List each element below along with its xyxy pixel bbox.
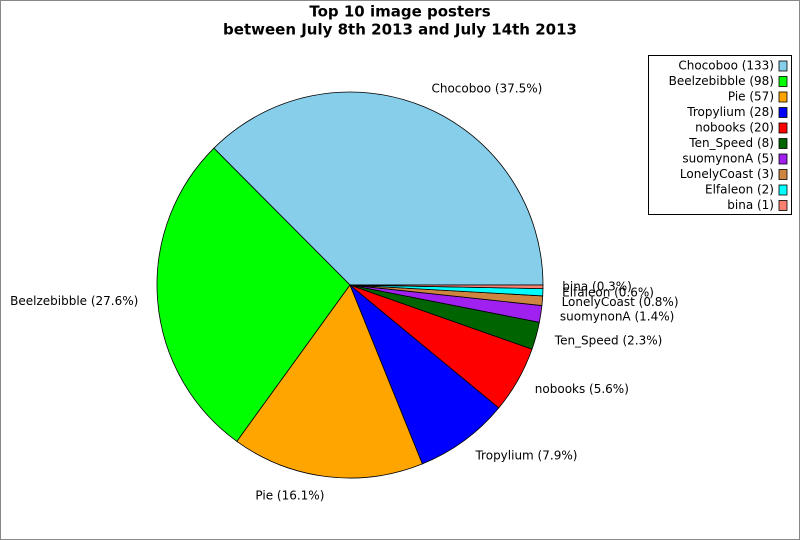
slice-label: Chocoboo (37.5%) [431,81,542,95]
legend-label: Chocoboo (133) [678,59,774,73]
legend-label: LonelyCoast (3) [680,167,774,181]
pie-slice [349,284,544,290]
legend-swatch [778,76,788,87]
legend-swatch [778,184,788,196]
legend-swatch [778,153,788,165]
slice-label: Tropylium (7.9%) [474,449,577,463]
legend-box [648,55,792,215]
pie-slice [349,284,500,465]
slice-label: Pie (16.1%) [255,488,324,502]
legend-swatch [778,138,788,149]
slice-label: LonelyCoast (0.8%) [562,295,679,309]
slice-label: suomynonA (1.4%) [560,309,674,323]
pie-slice [236,284,423,479]
slice-label: Elfaleon (0.6%) [562,285,654,299]
legend-label: Ten_Speed (8) [688,136,774,150]
legend-label: bina (1) [727,198,774,212]
legend-label: Elfaleon (2) [705,183,774,197]
pie-slice [156,147,351,442]
slice-label: Beelzebibble (27.6%) [10,294,138,308]
chart-subtitle: between July 8th 2013 and July 14th 2013 [223,21,577,39]
legend-swatch [778,91,788,103]
legend-swatch [778,122,788,134]
legend-label: Pie (57) [728,90,774,104]
legend-swatch [778,200,788,211]
legend-label: Tropylium (28) [686,105,774,119]
legend-label: Beelzebibble (98) [669,74,774,88]
slice-label: Ten_Speed (2.3%) [554,333,663,347]
legend-label: suomynonA (5) [682,152,774,166]
legend-label: nobooks (20) [695,121,774,135]
slice-label: nobooks (5.6%) [535,382,629,396]
legend-swatch [778,60,788,72]
slice-label: bina (0.3%) [562,279,632,293]
legend-swatch [778,107,788,118]
pie-slice [213,91,544,286]
legend-swatch [778,169,788,180]
chart-title: Top 10 image posters [309,3,490,21]
